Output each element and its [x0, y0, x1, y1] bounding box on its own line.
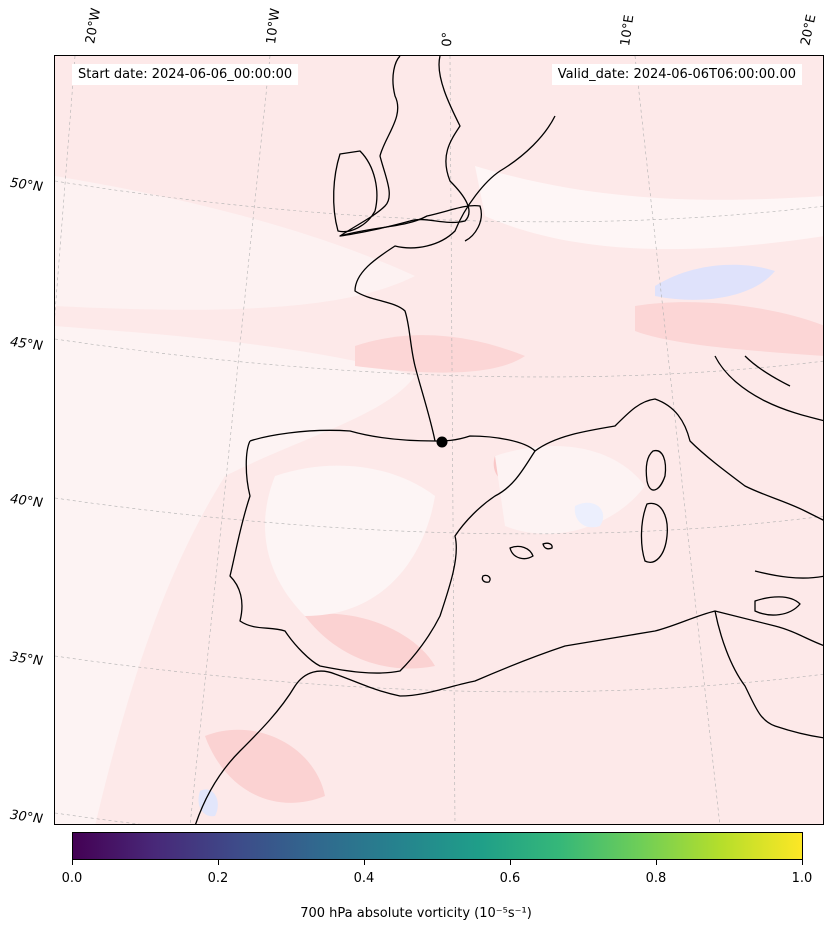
vorticity-patch-strong [205, 729, 325, 803]
coastline [195, 56, 823, 824]
vorticity-patch-strong [635, 302, 823, 356]
graticule [55, 56, 823, 824]
coastline-sardinia [640, 502, 668, 563]
coastline-corsica [645, 449, 667, 491]
colorbar [72, 832, 803, 860]
start-date-label: Start date: 2024-06-06_00:00:00 [72, 64, 299, 85]
colorbar-tick [656, 860, 657, 865]
coastline-ibiza [481, 574, 491, 583]
coastline-france-mediterranean [534, 398, 823, 521]
vorticity-band-light [475, 166, 823, 250]
lat-label-40n: 40°N [9, 491, 44, 512]
coastline-menorca [542, 542, 553, 550]
coastline-mallorca [509, 545, 534, 560]
coastline-balkan [744, 355, 791, 387]
coastline-italy-south [754, 570, 823, 579]
colorbar-tick-label: 0.2 [207, 871, 229, 886]
vorticity-patch-light [265, 465, 435, 616]
coastline-tunisia [714, 610, 823, 739]
coastline-north-africa [195, 610, 823, 824]
colorbar-tick [510, 860, 511, 865]
coastline-uk-south [339, 205, 482, 242]
lon-label-10e: 10°E [618, 13, 638, 47]
vorticity-band-light [55, 326, 415, 824]
colorbar-tick-label: 0.0 [61, 871, 83, 886]
colorbar-tick-label: 0.8 [645, 871, 667, 886]
coastline-ireland [332, 150, 378, 233]
coastline-france [249, 115, 556, 442]
coastline-iberia [229, 435, 536, 674]
vorticity-band-light [55, 176, 415, 310]
lat-label-30n: 30°N [9, 807, 44, 828]
lon-label-20e: 20°E [798, 13, 820, 48]
vorticity-negative-patch [574, 502, 604, 528]
vorticity-map [55, 56, 823, 824]
lat-label-45n: 45°N [9, 334, 44, 355]
lon-label-10w: 10°W [264, 7, 284, 46]
colorbar-tick [802, 860, 803, 865]
coastline-great-britain [339, 56, 470, 237]
vorticity-patch-light [495, 446, 645, 534]
valid-date-label: Valid_date: 2024-06-06T06:00:00.00 [551, 64, 802, 85]
vorticity-negative-patch [198, 789, 218, 817]
colorbar-tick-label: 0.4 [353, 871, 375, 886]
vorticity-negative-patch [655, 264, 775, 300]
colorbar-tick [218, 860, 219, 865]
lon-label-20w: 20°W [83, 7, 105, 46]
lat-label-35n: 35°N [9, 649, 44, 670]
location-marker [436, 436, 448, 448]
map-panel[interactable] [54, 55, 824, 825]
lon-label-0: 0° [440, 31, 456, 47]
colorbar-tick-label: 1.0 [791, 871, 813, 886]
coastline-italy-east [714, 355, 823, 422]
vorticity-patch-strong [355, 335, 525, 373]
colorbar-tick [72, 860, 73, 865]
vorticity-patch-strong [305, 613, 435, 669]
coastline-sicily [754, 596, 801, 616]
lat-label-50n: 50°N [9, 175, 44, 196]
colorbar-tick-label: 0.6 [499, 871, 521, 886]
colorbar-label: 700 hPa absolute vorticity (10⁻⁵s⁻¹) [300, 906, 532, 921]
colorbar-tick [364, 860, 365, 865]
